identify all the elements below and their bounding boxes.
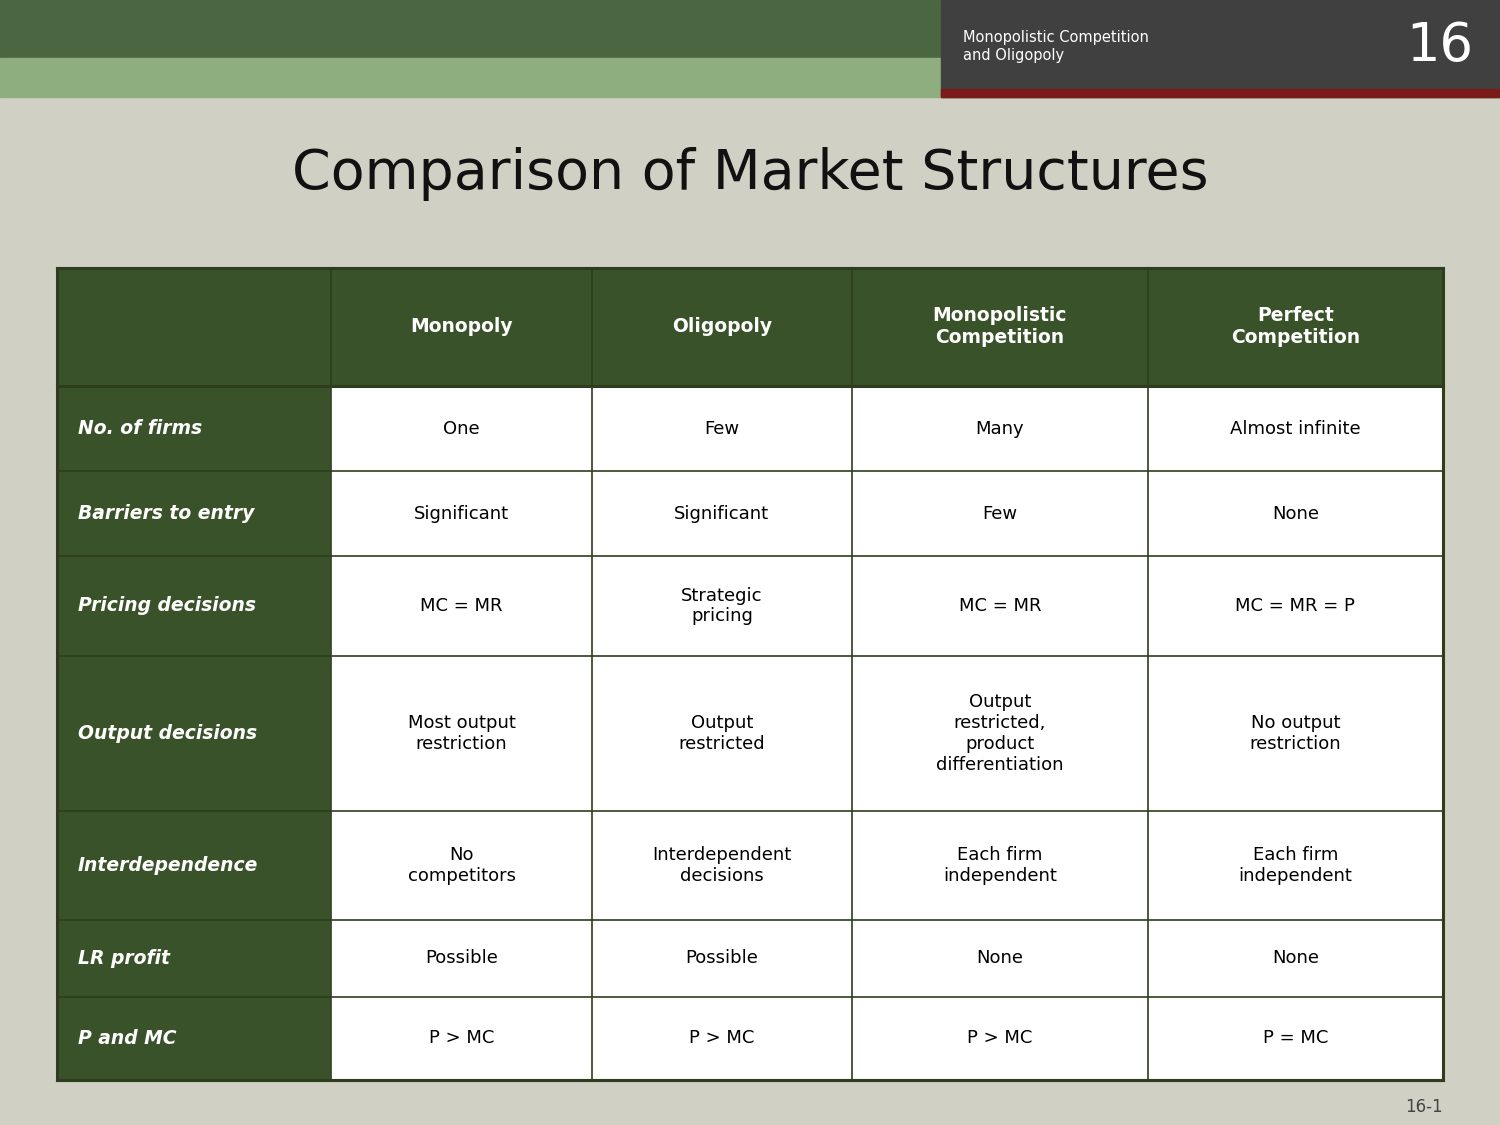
Text: P > MC: P > MC — [688, 1029, 754, 1047]
Text: None: None — [976, 950, 1023, 968]
Bar — [852, 997, 1148, 1080]
Text: Output
restricted: Output restricted — [678, 714, 765, 753]
Bar — [852, 811, 1148, 920]
Text: Barriers to entry: Barriers to entry — [78, 504, 255, 523]
Bar — [940, 0, 1500, 97]
Text: None: None — [1272, 950, 1318, 968]
Text: 16: 16 — [1406, 20, 1473, 72]
Bar — [852, 386, 1148, 471]
Bar — [1148, 997, 1443, 1080]
Text: Monopolistic
Competition: Monopolistic Competition — [933, 306, 1066, 348]
Bar — [591, 471, 852, 556]
Text: Few: Few — [982, 504, 1017, 522]
Text: Monopoly: Monopoly — [410, 317, 513, 336]
Bar — [332, 386, 591, 471]
Text: Perfect
Competition: Perfect Competition — [1230, 306, 1360, 348]
Bar — [332, 656, 591, 811]
Bar — [0, 0, 1500, 58]
Text: Most output
restriction: Most output restriction — [408, 714, 516, 753]
Bar — [1148, 920, 1443, 997]
Text: No. of firms: No. of firms — [78, 418, 203, 438]
Text: P and MC: P and MC — [78, 1029, 177, 1047]
Text: Many: Many — [975, 420, 1024, 438]
Bar — [591, 656, 852, 811]
Text: No
competitors: No competitors — [408, 846, 516, 885]
Text: Possible: Possible — [686, 950, 759, 968]
Text: LR profit: LR profit — [78, 950, 170, 968]
Text: P = MC: P = MC — [1263, 1029, 1328, 1047]
Text: Interdependence: Interdependence — [78, 856, 258, 875]
Text: Oligopoly: Oligopoly — [672, 317, 772, 336]
Bar — [1148, 268, 1443, 386]
Bar — [57, 997, 332, 1080]
Bar — [57, 556, 332, 656]
Text: MC = MR = P: MC = MR = P — [1236, 597, 1354, 615]
Text: MC = MR: MC = MR — [958, 597, 1041, 615]
Bar — [57, 811, 332, 920]
Bar — [57, 920, 332, 997]
Bar — [1148, 471, 1443, 556]
Text: Output decisions: Output decisions — [78, 724, 256, 742]
Text: P > MC: P > MC — [968, 1029, 1032, 1047]
Text: Monopolistic Competition
and Oligopoly: Monopolistic Competition and Oligopoly — [963, 30, 1149, 63]
Bar — [57, 268, 1443, 1080]
Text: Almost infinite: Almost infinite — [1230, 420, 1360, 438]
Text: None: None — [1272, 504, 1318, 522]
Bar — [332, 920, 591, 997]
Text: Interdependent
decisions: Interdependent decisions — [652, 846, 792, 885]
Bar — [332, 997, 591, 1080]
Text: No output
restriction: No output restriction — [1250, 714, 1341, 753]
Text: Each firm
independent: Each firm independent — [1239, 846, 1352, 885]
Bar — [57, 656, 332, 811]
Text: One: One — [442, 420, 480, 438]
Text: Pricing decisions: Pricing decisions — [78, 596, 256, 615]
Bar — [591, 811, 852, 920]
Text: Significant: Significant — [414, 504, 509, 522]
Text: 16-1: 16-1 — [1406, 1098, 1443, 1116]
Bar — [1148, 656, 1443, 811]
Bar — [852, 920, 1148, 997]
Bar — [1148, 556, 1443, 656]
Bar — [852, 268, 1148, 386]
Bar — [1148, 811, 1443, 920]
Bar — [57, 268, 332, 386]
Text: Comparison of Market Structures: Comparison of Market Structures — [291, 147, 1209, 201]
Text: Few: Few — [705, 420, 740, 438]
Bar — [940, 89, 1500, 97]
Text: Each firm
independent: Each firm independent — [944, 846, 1056, 885]
Text: Output
restricted,
product
differentiation: Output restricted, product differentiati… — [936, 693, 1064, 774]
Bar — [852, 471, 1148, 556]
Bar — [57, 386, 332, 471]
Bar — [852, 556, 1148, 656]
Bar — [591, 997, 852, 1080]
Bar — [332, 811, 591, 920]
Text: P > MC: P > MC — [429, 1029, 494, 1047]
Text: Possible: Possible — [424, 950, 498, 968]
Text: MC = MR: MC = MR — [420, 597, 503, 615]
Text: Significant: Significant — [675, 504, 770, 522]
Bar — [0, 58, 1500, 97]
Bar — [332, 268, 591, 386]
Bar — [591, 268, 852, 386]
Bar — [332, 471, 591, 556]
Bar — [591, 920, 852, 997]
Bar — [852, 656, 1148, 811]
Bar — [1148, 386, 1443, 471]
Bar — [57, 471, 332, 556]
Bar — [332, 556, 591, 656]
Bar — [591, 556, 852, 656]
Bar — [591, 386, 852, 471]
Text: Strategic
pricing: Strategic pricing — [681, 586, 762, 626]
